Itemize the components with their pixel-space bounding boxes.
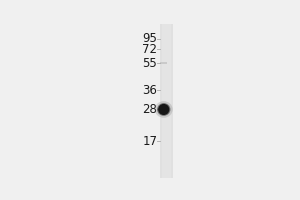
Bar: [160, 24, 173, 178]
Text: 95: 95: [142, 32, 157, 45]
Ellipse shape: [158, 104, 169, 115]
Text: 28: 28: [142, 103, 157, 116]
Bar: [162, 24, 171, 178]
Text: 36: 36: [142, 84, 157, 97]
Text: 17: 17: [142, 135, 157, 148]
Text: 72: 72: [142, 43, 157, 56]
Text: 55: 55: [142, 57, 157, 70]
Ellipse shape: [157, 103, 170, 116]
Ellipse shape: [155, 101, 173, 118]
Bar: [160, 62, 167, 64]
